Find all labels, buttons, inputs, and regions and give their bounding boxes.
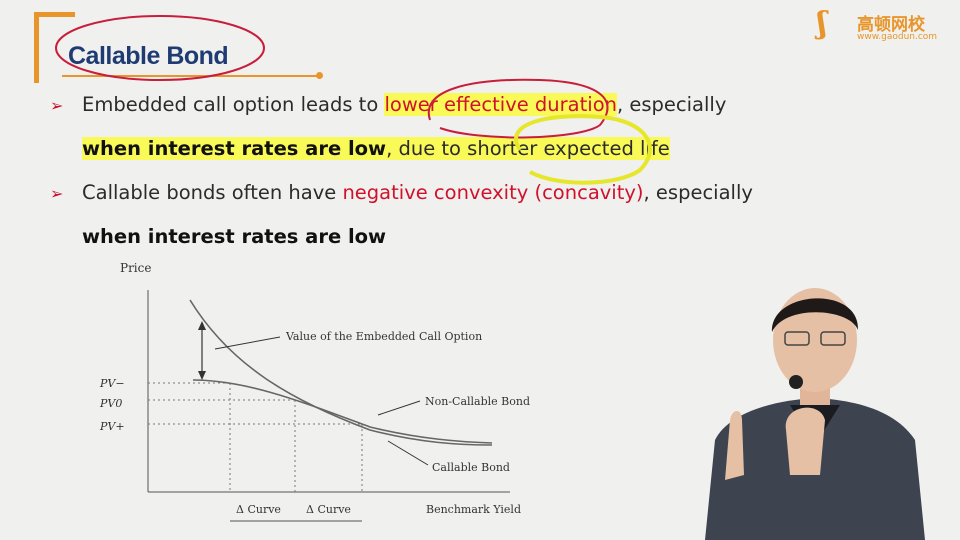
text-segment: , especially (643, 181, 753, 204)
text-segment: Callable bonds often have (82, 181, 343, 204)
title-underline (62, 75, 320, 77)
bullet-arrow-icon: ➢ (50, 184, 64, 203)
arrow-head-down (198, 371, 206, 380)
logo-chinese-name: 高顿网校 (857, 15, 925, 35)
annotation-option-value: Value of the Embedded Call Option (285, 330, 482, 343)
bullet-2-line-1: Callable bonds often have negative conve… (82, 181, 753, 204)
bullet-1-line-1: Embedded call option leads to lower effe… (82, 93, 726, 116)
text-segment: Embedded call option leads to (82, 93, 385, 116)
callable-bond-chart: Price Value of the Embedded Call Option … (99, 261, 530, 522)
annotation-callable: Callable Bond (432, 461, 510, 474)
pointer-option (214, 336, 281, 350)
microphone-icon (789, 375, 803, 389)
arrow-head-up (198, 321, 206, 330)
text-segment-red: negative convexity (concavity) (342, 181, 644, 204)
y-tick-pv-plus: PV+ (99, 420, 125, 433)
text-segment-red: lower effective duration (384, 93, 617, 116)
text-segment: , due to shorter expected life (386, 137, 670, 160)
callable-bond-curve (192, 379, 493, 444)
bullet-arrow-icon: ➢ (50, 96, 64, 115)
y-tick-pv0: PV0 (99, 397, 122, 410)
title-bracket-decoration (34, 12, 75, 83)
slide-title: Callable Bond (68, 42, 229, 70)
text-segment-bold: when interest rates are low (82, 137, 387, 160)
bullet-2-line-2: when interest rates are low (82, 225, 386, 248)
y-tick-pv-minus: PV− (99, 377, 125, 390)
bullet-1-line-2: when interest rates are low, due to shor… (82, 137, 670, 160)
brand-logo: ʃ 高顿网校 www.gaodun.com (817, 6, 952, 46)
presenter-hand (725, 411, 744, 480)
pointer-callable (387, 440, 429, 466)
text-segment-bold: when interest rates are low (82, 225, 387, 248)
non-callable-bond-curve (189, 299, 493, 446)
x-tick-curve-2: Δ Curve (306, 503, 351, 516)
logo-url: www.gaodun.com (857, 32, 938, 42)
logo-icon: ʃ (817, 6, 827, 41)
chart-x-axis-label: Benchmark Yield (426, 503, 521, 516)
title-underline-dot (316, 72, 323, 79)
presenter-video (705, 288, 925, 540)
text-segment: , especially (616, 93, 727, 116)
annotation-non-callable: Non-Callable Bond (425, 395, 530, 408)
presenter-glasses-left (784, 331, 810, 346)
x-tick-curve-1: Δ Curve (236, 503, 281, 516)
presenter-hair (771, 298, 859, 332)
presenter-hand-2 (785, 407, 825, 475)
pointer-noncallable (377, 400, 421, 416)
presenter-glasses-right (820, 331, 846, 346)
chart-y-axis-label: Price (120, 261, 151, 275)
